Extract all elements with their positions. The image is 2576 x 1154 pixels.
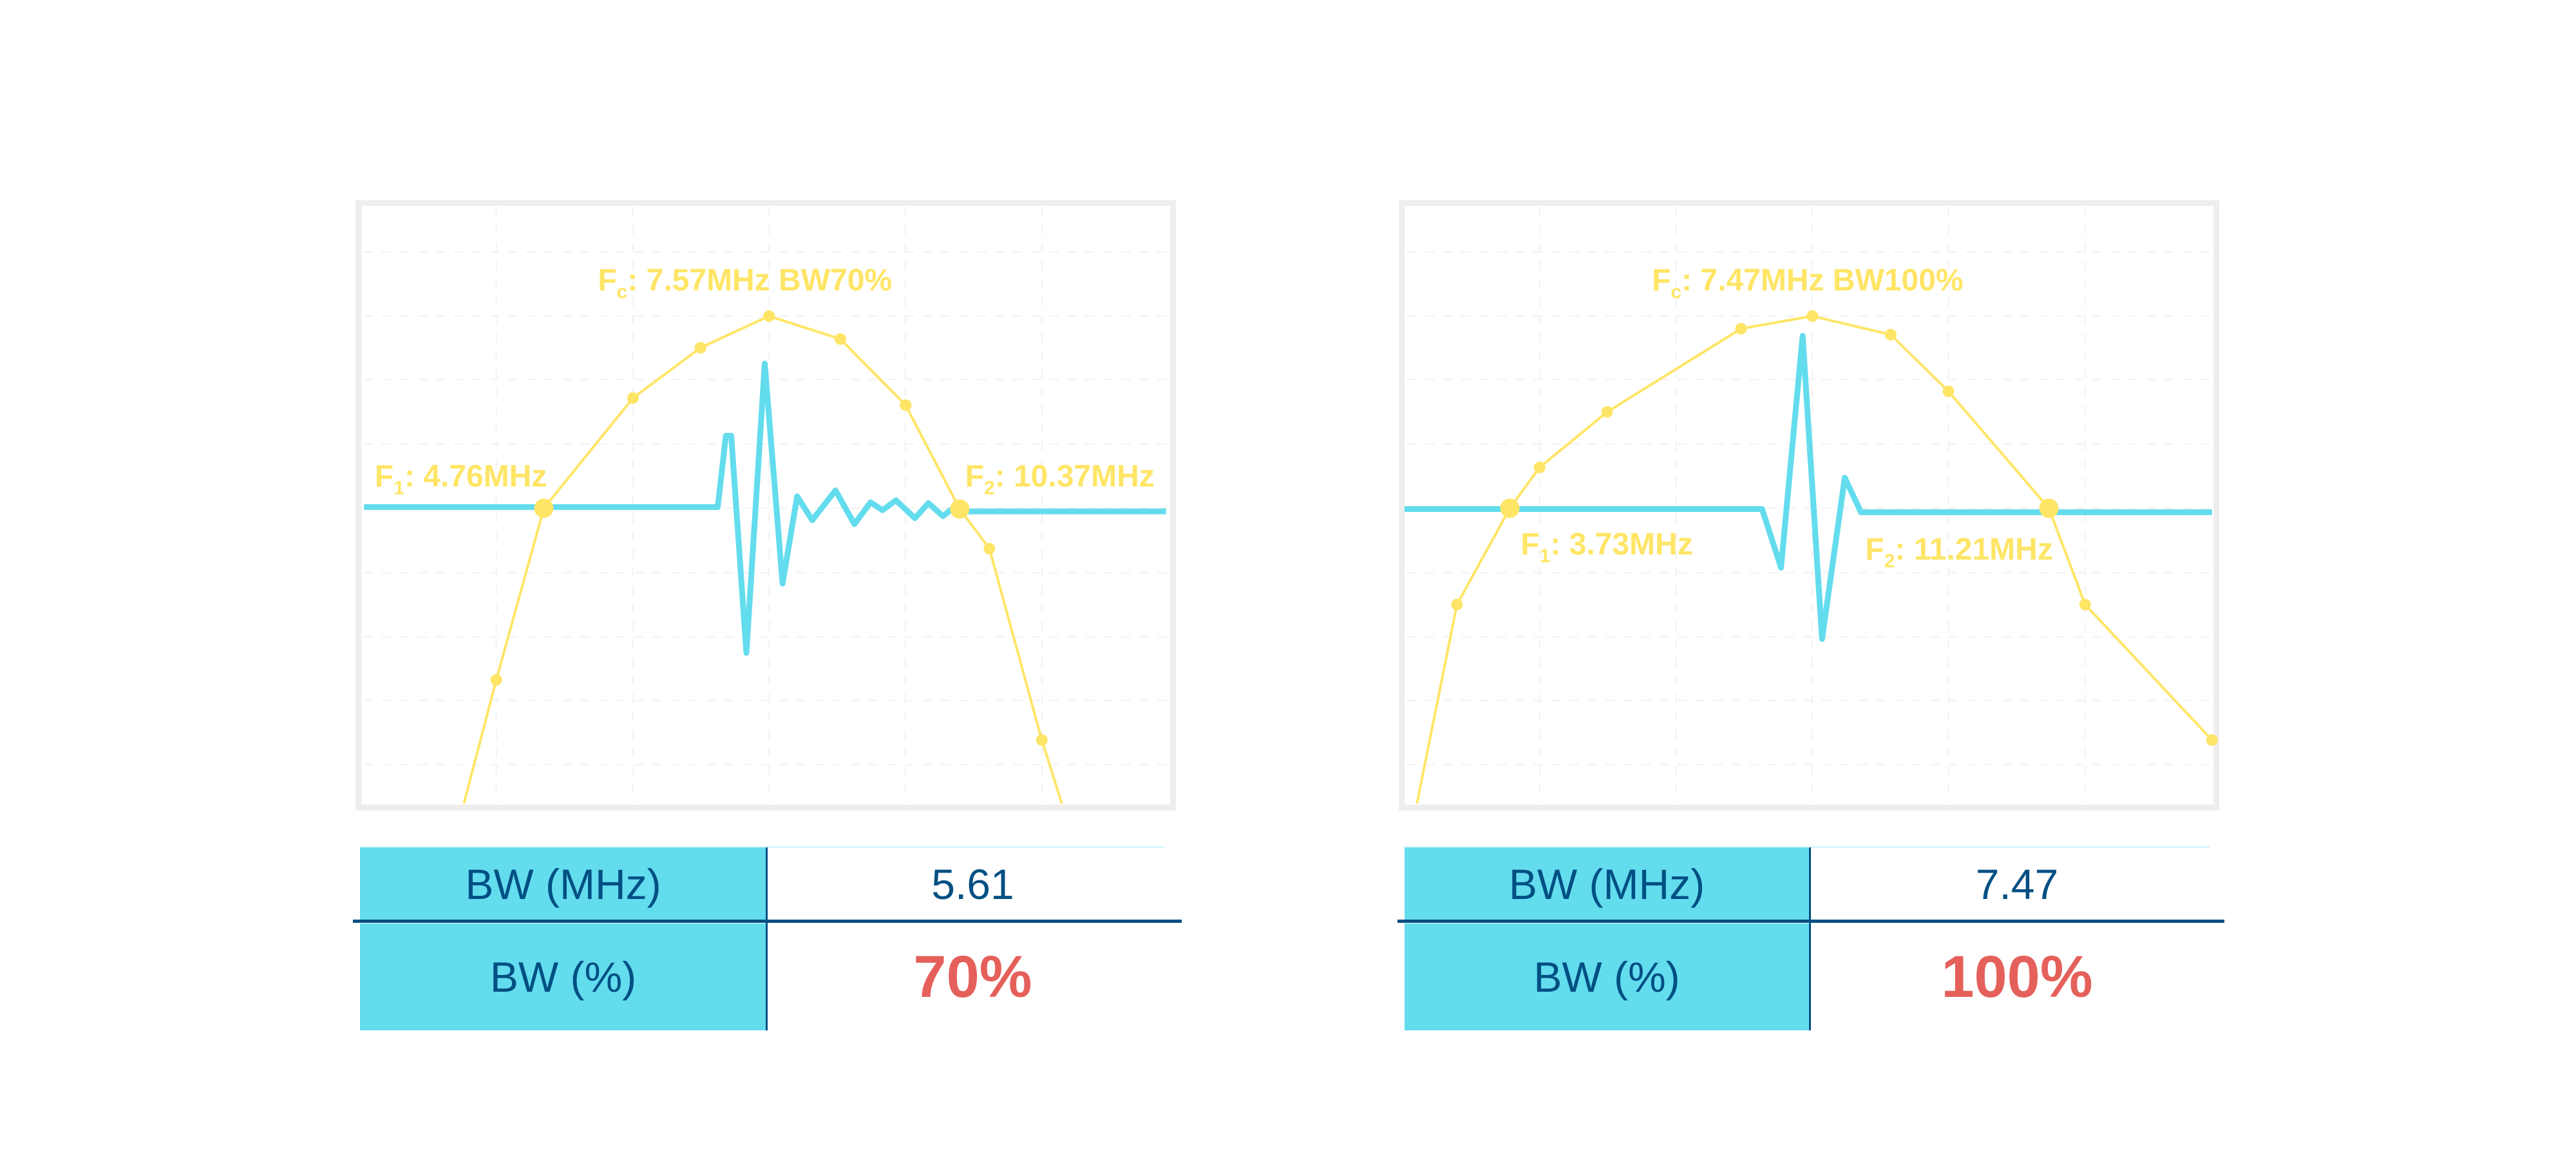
row1-label: BW (MHz) bbox=[360, 847, 766, 921]
response-point bbox=[834, 333, 846, 345]
chart-70-percent: Fc: 7.57MHz BW70%F1: 4.76MHz F2: 10.37MHz bbox=[355, 200, 1177, 811]
row1-label: BW (MHz) bbox=[1405, 847, 1809, 921]
row1-value: 5.61 bbox=[931, 860, 1014, 908]
cutoff-point bbox=[534, 498, 554, 518]
response-point bbox=[1884, 328, 1897, 341]
response-point bbox=[627, 392, 639, 404]
row2-label: BW (%) bbox=[360, 923, 766, 1030]
top-rule bbox=[1405, 846, 2210, 848]
response-point bbox=[1806, 310, 1819, 322]
response-point bbox=[1036, 734, 1048, 746]
cutoff-point bbox=[1500, 498, 1520, 518]
plot-frame bbox=[1399, 200, 2220, 811]
label-subscript: 2 bbox=[1884, 551, 1895, 572]
fc-label: Fc: 7.57MHz BW70% bbox=[598, 263, 892, 303]
label-symbol: F bbox=[1865, 533, 1884, 567]
response-point bbox=[763, 310, 775, 322]
frequency-response-line bbox=[462, 314, 1063, 804]
label-subscript: 1 bbox=[1540, 545, 1551, 567]
response-point bbox=[490, 674, 502, 686]
cutoff-point bbox=[950, 499, 970, 519]
column-divider bbox=[1809, 847, 1811, 1030]
response-point bbox=[2206, 734, 2218, 746]
label-symbol: F bbox=[598, 263, 616, 298]
label-subscript: 1 bbox=[393, 477, 404, 498]
label-symbol: F bbox=[1652, 263, 1671, 298]
label-symbol: F bbox=[375, 459, 393, 493]
response-point bbox=[1942, 385, 1955, 397]
top-rule bbox=[360, 846, 1165, 848]
cutoff-point bbox=[2039, 498, 2059, 518]
row2-value: 100% bbox=[1941, 943, 2093, 1010]
row2-value: 70% bbox=[913, 943, 1032, 1010]
response-point bbox=[900, 399, 912, 411]
label-value: : 7.57MHz BW70% bbox=[627, 263, 892, 298]
response-point bbox=[1451, 598, 1463, 610]
chart-100-percent: Fc: 7.47MHz BW100%F1: 3.73MHz F2: 11.21MH… bbox=[1399, 200, 2220, 811]
f2-label: F2: 11.21MHz bbox=[1865, 533, 2052, 572]
row-divider bbox=[1397, 920, 2224, 923]
response-point bbox=[2079, 598, 2091, 610]
row2-label: BW (%) bbox=[1405, 923, 1809, 1030]
response-point bbox=[983, 543, 996, 554]
fc-label: Fc: 7.47MHz BW100% bbox=[1652, 263, 1963, 303]
label-subscript: c bbox=[617, 281, 628, 303]
label-value: : 10.37MHz bbox=[995, 459, 1155, 493]
label-subscript: c bbox=[1671, 281, 1681, 303]
f2-label: F2: 10.37MHz bbox=[965, 459, 1155, 498]
label-value: : 11.21MHz bbox=[1895, 533, 2052, 567]
response-point bbox=[694, 342, 706, 354]
response-point bbox=[1735, 323, 1747, 335]
label-value: : 7.47MHz BW100% bbox=[1681, 263, 1963, 298]
label-value: : 3.73MHz bbox=[1550, 527, 1692, 562]
f1-label: F1: 3.73MHz bbox=[1520, 527, 1692, 567]
label-value: : 4.76MHz bbox=[404, 459, 547, 493]
pulse-waveform-line bbox=[1404, 333, 2212, 642]
frequency-response-line bbox=[1416, 314, 2213, 804]
label-symbol: F bbox=[965, 459, 984, 493]
column-divider bbox=[766, 847, 768, 1030]
response-point bbox=[1601, 406, 1613, 418]
response-point bbox=[1533, 461, 1546, 473]
label-subscript: 2 bbox=[984, 477, 995, 498]
row1-value: 7.47 bbox=[1975, 860, 2059, 908]
pulse-waveform-line bbox=[364, 361, 1166, 656]
f1-label: F1: 4.76MHz bbox=[375, 459, 547, 498]
label-symbol: F bbox=[1520, 527, 1539, 562]
